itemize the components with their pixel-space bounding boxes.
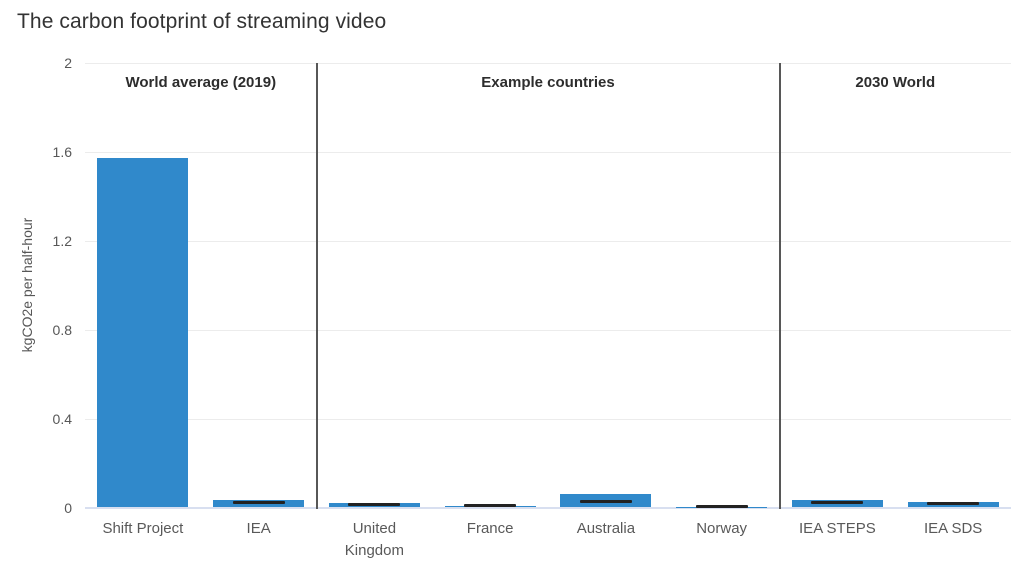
section-header-2030-world: 2030 World <box>855 74 936 91</box>
y-tick-label-2: 2 <box>64 55 72 71</box>
bar-shift-project[interactable] <box>97 157 189 507</box>
section-divider <box>778 63 781 509</box>
central-estimate-marker-france <box>464 503 517 507</box>
gridline <box>85 152 1011 153</box>
central-estimate-marker-iea <box>232 501 285 505</box>
x-axis-label-france: France <box>466 520 514 537</box>
y-tick-label-0-4: 0.4 <box>52 411 72 427</box>
gridline <box>85 419 1011 420</box>
gridline <box>85 241 1011 242</box>
section-divider <box>315 63 318 509</box>
y-tick-label-1-6: 1.6 <box>52 144 72 160</box>
x-axis-baseline <box>85 507 1011 509</box>
central-estimate-marker-iea-sds <box>927 502 980 506</box>
central-estimate-marker-iea-steps <box>811 501 864 505</box>
central-estimate-marker-united-kingdom <box>348 502 401 506</box>
x-axis-label-iea-sds: IEA SDS <box>923 520 983 537</box>
plot-area: World average (2019) Example countries 203… <box>85 63 1011 509</box>
gridline <box>85 63 1011 64</box>
y-tick-label-0-8: 0.8 <box>52 322 72 338</box>
central-estimate-marker-australia <box>579 499 632 503</box>
y-tick-label-0: 0 <box>64 500 72 516</box>
x-axis-label-united-kingdom: United Kingdom <box>344 520 404 559</box>
x-axis-label-iea-steps: IEA STEPS <box>799 520 876 537</box>
section-header-example-countries: Example countries <box>481 74 615 91</box>
section-header-world-average-2019: World average (2019) <box>125 74 277 91</box>
chart-title: The carbon footprint of streaming video <box>17 10 387 33</box>
y-tick-label-1-2: 1.2 <box>52 233 72 249</box>
x-axis-label-shift-project: Shift Project <box>102 520 184 537</box>
x-axis-label-iea: IEA <box>246 520 271 537</box>
gridline <box>85 330 1011 331</box>
central-estimate-marker-norway <box>695 504 748 508</box>
x-axis-label-norway: Norway <box>696 520 748 537</box>
x-axis-label-australia: Australia <box>576 520 636 537</box>
